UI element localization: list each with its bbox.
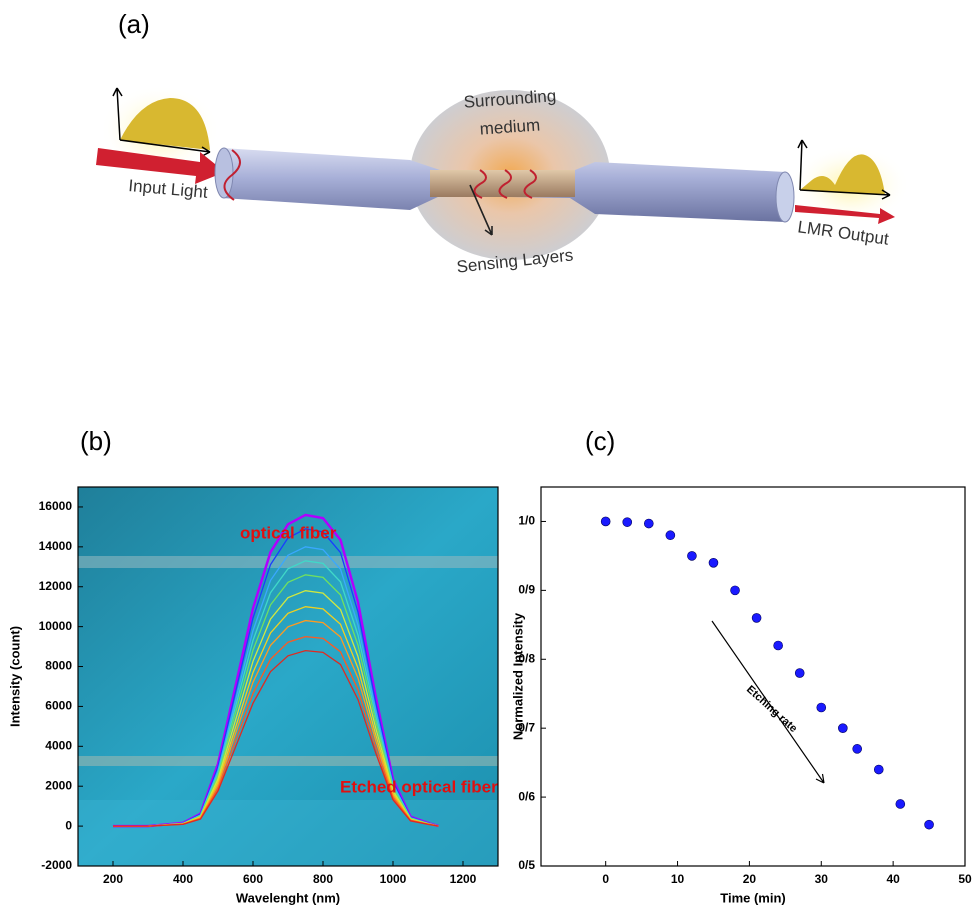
x-tick-label: 200 [103, 872, 123, 886]
y-tick-label: 8000 [45, 659, 72, 673]
y-tick-label: 6000 [45, 699, 72, 713]
panel-label: (b) [80, 426, 112, 456]
y-tick-label: 0/9 [518, 583, 535, 597]
y-tick-label: 12000 [39, 579, 73, 593]
annotation: Etched optical fiber [340, 777, 498, 796]
photo-background [78, 487, 498, 866]
y-tick-label: 0/8 [518, 651, 535, 665]
series-line [113, 649, 439, 827]
x-axis-label: Wavelenght (nm) [236, 890, 340, 905]
y-tick-label: 0 [65, 818, 72, 832]
data-point [751, 613, 762, 623]
fiber-diagram: Surrounding medium Input Light Sensing L… [96, 85, 910, 277]
y-tick-label: 10000 [39, 619, 73, 633]
x-tick-label: 0 [602, 872, 609, 886]
panel-label: (a) [118, 9, 150, 39]
x-tick-label: 600 [243, 872, 263, 886]
x-tick-label: 50 [958, 872, 972, 886]
plot-frame [540, 486, 966, 867]
y-tick-label: 0/5 [518, 858, 535, 872]
x-tick-label: 20 [743, 872, 757, 886]
annotation: optical fiber [240, 523, 337, 542]
plot-frame [77, 486, 499, 867]
x-tick-label: 40 [886, 872, 900, 886]
data-point [622, 517, 633, 527]
y-tick-label: 0/7 [518, 720, 535, 734]
data-point [852, 744, 863, 754]
x-tick-label: 1000 [380, 872, 407, 886]
data-point [665, 530, 676, 541]
diagram-label: medium [479, 115, 541, 138]
data-point [730, 585, 740, 596]
data-point [924, 819, 934, 830]
y-axis-label: Normalized Intensity [510, 612, 525, 740]
data-point [895, 799, 906, 809]
y-tick-label: 0/6 [518, 789, 535, 803]
y-axis-label: Intensity (count) [7, 626, 22, 727]
x-tick-label: 10 [671, 872, 685, 886]
arrow [711, 620, 825, 784]
data-point [873, 764, 884, 775]
data-point [708, 557, 719, 568]
data-point [687, 551, 697, 561]
y-tick-label: 14000 [39, 539, 73, 553]
data-point [794, 668, 805, 678]
annotation: Etching rate [744, 683, 799, 734]
x-tick-label: 800 [313, 872, 333, 886]
y-tick-label: 1/0 [518, 514, 535, 528]
data-point [838, 723, 848, 733]
x-tick-label: 400 [173, 872, 193, 886]
y-tick-label: -2000 [41, 858, 72, 872]
data-point [643, 518, 654, 529]
panel-label: (c) [585, 426, 615, 456]
y-tick-label: 4000 [45, 738, 72, 752]
data-point [773, 640, 783, 651]
x-tick-label: 30 [815, 872, 829, 886]
data-point [600, 516, 611, 527]
x-tick-label: 1200 [450, 872, 477, 886]
y-tick-label: 16000 [39, 499, 73, 513]
data-point [816, 702, 827, 713]
y-tick-label: 2000 [45, 778, 72, 792]
x-axis-label: Time (min) [720, 890, 786, 905]
